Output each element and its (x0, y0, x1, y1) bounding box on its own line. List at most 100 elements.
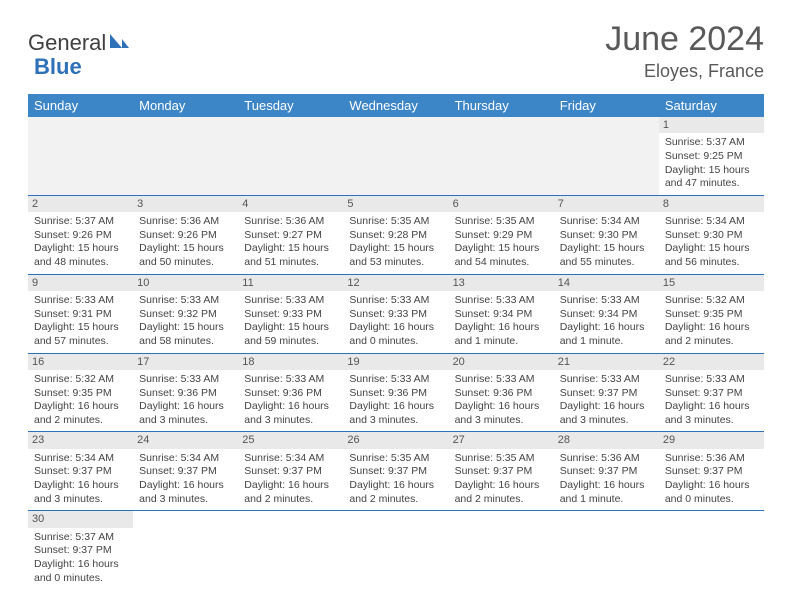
calendar-day: 10Sunrise: 5:33 AMSunset: 9:32 PMDayligh… (133, 274, 238, 353)
day-number: 16 (28, 354, 133, 370)
calendar-day: 12Sunrise: 5:33 AMSunset: 9:33 PMDayligh… (343, 274, 448, 353)
daylight-text-2: and 1 minute. (455, 335, 548, 349)
sunrise-text: Sunrise: 5:36 AM (665, 452, 758, 466)
day-number: 6 (449, 196, 554, 212)
daylight-text-2: and 3 minutes. (244, 414, 337, 428)
day-number: 11 (238, 275, 343, 291)
sunrise-text: Sunrise: 5:36 AM (244, 215, 337, 229)
day-number: 18 (238, 354, 343, 370)
daylight-text-1: Daylight: 15 hours (349, 242, 442, 256)
daylight-text-1: Daylight: 16 hours (349, 479, 442, 493)
day-number: 25 (238, 432, 343, 448)
sunrise-text: Sunrise: 5:32 AM (665, 294, 758, 308)
daylight-text-1: Daylight: 16 hours (560, 479, 653, 493)
day-number: 26 (343, 432, 448, 448)
daylight-text-2: and 58 minutes. (139, 335, 232, 349)
calendar-day: 3Sunrise: 5:36 AMSunset: 9:26 PMDaylight… (133, 195, 238, 274)
day-number: 19 (343, 354, 448, 370)
calendar-week: 16Sunrise: 5:32 AMSunset: 9:35 PMDayligh… (28, 353, 764, 432)
sunrise-text: Sunrise: 5:36 AM (560, 452, 653, 466)
day-header: Sunday (28, 94, 133, 117)
sunset-text: Sunset: 9:31 PM (34, 308, 127, 322)
daylight-text-2: and 47 minutes. (665, 177, 758, 191)
daylight-text-1: Daylight: 16 hours (139, 400, 232, 414)
calendar-table: SundayMondayTuesdayWednesdayThursdayFrid… (28, 94, 764, 589)
sunrise-text: Sunrise: 5:34 AM (244, 452, 337, 466)
daylight-text-2: and 3 minutes. (139, 493, 232, 507)
daylight-text-1: Daylight: 15 hours (244, 242, 337, 256)
calendar-empty (133, 117, 238, 195)
sunset-text: Sunset: 9:35 PM (34, 387, 127, 401)
sunrise-text: Sunrise: 5:37 AM (34, 215, 127, 229)
daylight-text-2: and 48 minutes. (34, 256, 127, 270)
daylight-text-1: Daylight: 15 hours (34, 321, 127, 335)
calendar-week: 1Sunrise: 5:37 AMSunset: 9:25 PMDaylight… (28, 117, 764, 195)
daylight-text-2: and 50 minutes. (139, 256, 232, 270)
sunrise-text: Sunrise: 5:33 AM (560, 294, 653, 308)
daylight-text-1: Daylight: 16 hours (665, 400, 758, 414)
sunset-text: Sunset: 9:37 PM (665, 387, 758, 401)
daylight-text-1: Daylight: 15 hours (139, 321, 232, 335)
calendar-week: 30Sunrise: 5:37 AMSunset: 9:37 PMDayligh… (28, 511, 764, 589)
sunset-text: Sunset: 9:37 PM (560, 387, 653, 401)
sunset-text: Sunset: 9:27 PM (244, 229, 337, 243)
sunrise-text: Sunrise: 5:34 AM (139, 452, 232, 466)
sunset-text: Sunset: 9:35 PM (665, 308, 758, 322)
sunset-text: Sunset: 9:37 PM (139, 465, 232, 479)
calendar-day: 14Sunrise: 5:33 AMSunset: 9:34 PMDayligh… (554, 274, 659, 353)
day-number: 22 (659, 354, 764, 370)
daylight-text-2: and 0 minutes. (349, 335, 442, 349)
daylight-text-2: and 3 minutes. (665, 414, 758, 428)
calendar-day: 1Sunrise: 5:37 AMSunset: 9:25 PMDaylight… (659, 117, 764, 195)
logo-sail-icon (108, 30, 130, 56)
daylight-text-2: and 2 minutes. (34, 414, 127, 428)
sunset-text: Sunset: 9:36 PM (455, 387, 548, 401)
daylight-text-1: Daylight: 16 hours (560, 321, 653, 335)
day-number: 2 (28, 196, 133, 212)
calendar-day: 7Sunrise: 5:34 AMSunset: 9:30 PMDaylight… (554, 195, 659, 274)
daylight-text-2: and 2 minutes. (349, 493, 442, 507)
calendar-day: 28Sunrise: 5:36 AMSunset: 9:37 PMDayligh… (554, 432, 659, 511)
title-block: June 2024 Eloyes, France (605, 20, 764, 82)
daylight-text-2: and 2 minutes. (455, 493, 548, 507)
month-title: June 2024 (605, 20, 764, 59)
calendar-empty (133, 511, 238, 589)
sunset-text: Sunset: 9:25 PM (665, 150, 758, 164)
calendar-day: 24Sunrise: 5:34 AMSunset: 9:37 PMDayligh… (133, 432, 238, 511)
day-number: 24 (133, 432, 238, 448)
daylight-text-2: and 2 minutes. (665, 335, 758, 349)
logo-text-general: General (28, 30, 106, 56)
calendar-empty (659, 511, 764, 589)
day-number: 29 (659, 432, 764, 448)
calendar-day: 8Sunrise: 5:34 AMSunset: 9:30 PMDaylight… (659, 195, 764, 274)
sunrise-text: Sunrise: 5:35 AM (455, 452, 548, 466)
calendar-week: 23Sunrise: 5:34 AMSunset: 9:37 PMDayligh… (28, 432, 764, 511)
sunset-text: Sunset: 9:36 PM (139, 387, 232, 401)
sunrise-text: Sunrise: 5:33 AM (455, 373, 548, 387)
daylight-text-1: Daylight: 16 hours (349, 400, 442, 414)
calendar-day: 21Sunrise: 5:33 AMSunset: 9:37 PMDayligh… (554, 353, 659, 432)
daylight-text-1: Daylight: 16 hours (349, 321, 442, 335)
sunset-text: Sunset: 9:37 PM (34, 544, 127, 558)
calendar-day: 15Sunrise: 5:32 AMSunset: 9:35 PMDayligh… (659, 274, 764, 353)
sunrise-text: Sunrise: 5:35 AM (349, 215, 442, 229)
day-header: Tuesday (238, 94, 343, 117)
calendar-empty (449, 117, 554, 195)
daylight-text-1: Daylight: 15 hours (244, 321, 337, 335)
calendar-body: 1Sunrise: 5:37 AMSunset: 9:25 PMDaylight… (28, 117, 764, 589)
sunrise-text: Sunrise: 5:33 AM (139, 294, 232, 308)
daylight-text-2: and 3 minutes. (139, 414, 232, 428)
sunset-text: Sunset: 9:37 PM (244, 465, 337, 479)
day-number: 20 (449, 354, 554, 370)
day-number: 12 (343, 275, 448, 291)
sunrise-text: Sunrise: 5:33 AM (349, 373, 442, 387)
logo-line2: Blue (34, 54, 82, 80)
daylight-text-2: and 3 minutes. (560, 414, 653, 428)
calendar-day: 18Sunrise: 5:33 AMSunset: 9:36 PMDayligh… (238, 353, 343, 432)
daylight-text-2: and 0 minutes. (665, 493, 758, 507)
daylight-text-2: and 0 minutes. (34, 572, 127, 586)
day-number: 9 (28, 275, 133, 291)
sunrise-text: Sunrise: 5:36 AM (139, 215, 232, 229)
sunset-text: Sunset: 9:26 PM (34, 229, 127, 243)
sunrise-text: Sunrise: 5:37 AM (665, 136, 758, 150)
